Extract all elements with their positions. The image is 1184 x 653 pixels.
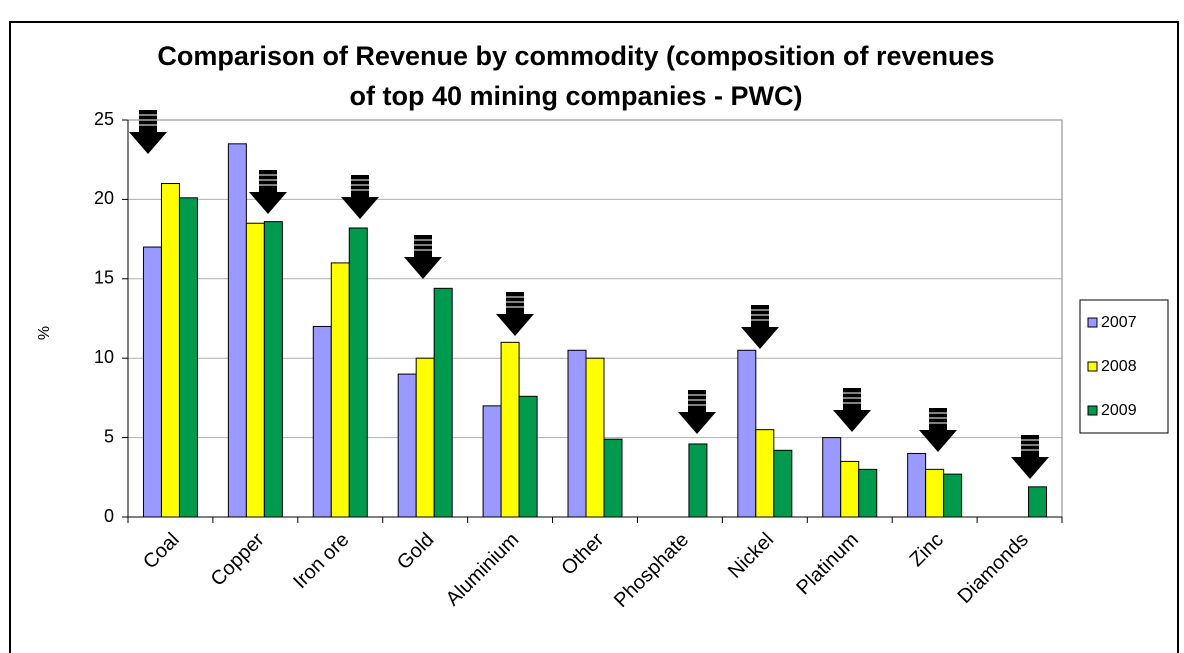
x-tick-label: Gold bbox=[393, 529, 438, 574]
x-tick-label: Iron ore bbox=[289, 529, 353, 593]
bar bbox=[822, 437, 842, 518]
bar bbox=[688, 443, 708, 518]
bar bbox=[433, 287, 453, 518]
bar bbox=[415, 357, 435, 518]
bar bbox=[567, 349, 587, 518]
x-tick-label: Other bbox=[557, 528, 608, 579]
bar bbox=[518, 395, 538, 518]
y-tick-label: 0 bbox=[104, 506, 114, 526]
arrow bbox=[341, 175, 379, 219]
arrow bbox=[1011, 435, 1049, 479]
legend-swatch bbox=[1087, 317, 1098, 328]
frame bbox=[9, 21, 1179, 653]
bar bbox=[142, 246, 162, 518]
legend-label: 2009 bbox=[1101, 402, 1137, 419]
bar bbox=[160, 183, 180, 518]
bar bbox=[840, 460, 860, 518]
y-tick-label: 10 bbox=[94, 347, 114, 367]
legend-label: 2008 bbox=[1101, 358, 1137, 375]
bar bbox=[585, 357, 605, 518]
arrow bbox=[496, 292, 534, 336]
arrow bbox=[678, 390, 716, 434]
bar bbox=[858, 468, 878, 518]
legend-label: 2007 bbox=[1101, 314, 1137, 331]
bar bbox=[907, 452, 927, 518]
legend-swatch bbox=[1087, 361, 1098, 372]
bar bbox=[330, 262, 350, 518]
bar bbox=[603, 438, 623, 518]
bar bbox=[312, 325, 332, 518]
x-tick-label: Zinc bbox=[906, 529, 948, 571]
bar bbox=[397, 373, 417, 518]
bar bbox=[943, 473, 963, 518]
x-tick-label: Aluminium bbox=[442, 529, 524, 611]
legend-swatch bbox=[1087, 405, 1098, 416]
bar bbox=[755, 429, 775, 518]
bar bbox=[263, 221, 283, 518]
bar bbox=[925, 468, 945, 518]
bar bbox=[1028, 486, 1048, 518]
chart-title: Comparison of Revenue by commodity (comp… bbox=[157, 41, 995, 111]
x-tick-label: Phosphate bbox=[610, 529, 693, 612]
x-tick-label: Coal bbox=[139, 529, 184, 574]
arrow bbox=[129, 110, 167, 154]
bar bbox=[348, 227, 368, 518]
bar bbox=[178, 197, 198, 518]
x-tick-label: Diamonds bbox=[954, 529, 1033, 608]
x-tick-label: Platinum bbox=[792, 529, 863, 600]
y-tick-label: 5 bbox=[104, 426, 114, 446]
x-tick-label: Copper bbox=[207, 528, 269, 590]
bar bbox=[500, 341, 520, 518]
bar bbox=[227, 143, 247, 518]
arrow bbox=[404, 235, 442, 279]
x-tick-label: Nickel bbox=[724, 529, 778, 583]
bar bbox=[773, 449, 793, 518]
bar bbox=[482, 405, 502, 518]
y-tick-label: 25 bbox=[94, 109, 114, 129]
arrow bbox=[919, 408, 957, 452]
bar bbox=[245, 222, 265, 518]
bar bbox=[737, 349, 757, 518]
y-tick-label: 15 bbox=[94, 268, 114, 288]
arrow bbox=[741, 305, 779, 349]
arrow bbox=[249, 170, 287, 214]
arrow bbox=[833, 388, 871, 432]
y-axis-label: % bbox=[36, 326, 53, 340]
y-tick-label: 20 bbox=[94, 188, 114, 208]
